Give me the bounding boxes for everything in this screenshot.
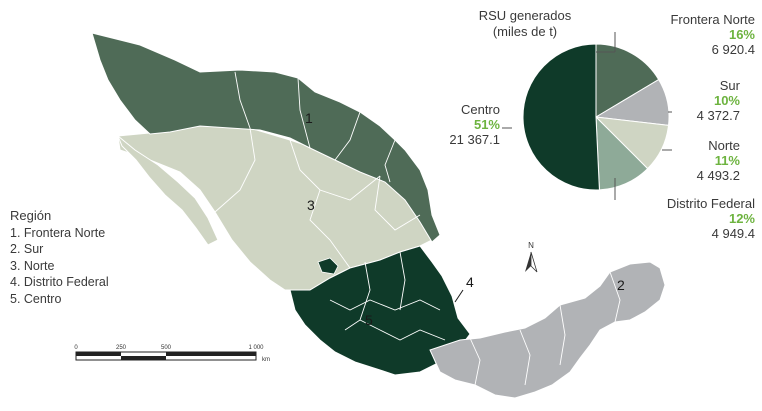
scale-label-1000: 1 000 xyxy=(248,345,264,351)
pie-slice-frontera-norte xyxy=(595,43,660,118)
pie-label-name: Frontera Norte xyxy=(670,12,755,27)
legend-item-centro: 5. Centro xyxy=(10,291,62,306)
scale-label-250: 250 xyxy=(116,345,127,351)
pie-label-value: 4 372.7 xyxy=(696,108,740,123)
region-number-2: 2 xyxy=(617,277,625,293)
region-number-5: 5 xyxy=(365,312,373,328)
region-number-3: 3 xyxy=(307,197,315,213)
pie-label-value: 6 920.4 xyxy=(711,42,755,57)
pie-label-value: 4 949.4 xyxy=(711,226,755,241)
region-number-1: 1 xyxy=(305,110,313,126)
pie-label-name: Centro xyxy=(460,102,500,117)
pie-slice-centro xyxy=(522,43,600,191)
region-centro xyxy=(289,245,471,376)
pie-label-name: Sur xyxy=(719,78,740,93)
pie-label-frontera-norte: Frontera Norte 16% 6 920.4 xyxy=(640,12,755,57)
region-sur xyxy=(429,261,666,399)
legend-item-distrito-federal: 4. Distrito Federal xyxy=(10,275,109,289)
region-4-pointer xyxy=(454,289,464,303)
legend-item-norte: 3. Norte xyxy=(10,258,55,273)
state-borders xyxy=(214,71,621,386)
pie-label-pct: 11% xyxy=(714,153,740,168)
pie-label-pct: 10% xyxy=(713,93,740,108)
scale-label-500: 500 xyxy=(161,345,172,351)
pie-label-name: Norte xyxy=(708,138,740,153)
pie-label-pct: 12% xyxy=(728,211,755,226)
pie-label-name: Distrito Federal xyxy=(666,196,755,211)
scale-bar xyxy=(75,351,257,361)
region-frontera-norte xyxy=(91,32,441,243)
pie-chart xyxy=(522,43,670,191)
pie-label-pct: 16% xyxy=(728,27,755,42)
pie-label-value: 21 367.1 xyxy=(449,132,500,147)
north-label: N xyxy=(528,241,534,250)
region-number-4: 4 xyxy=(466,274,474,290)
pie-label-value: 4 493.2 xyxy=(696,168,740,183)
pie-label-centro: Centro 51% 21 367.1 xyxy=(430,102,500,147)
region-norte-baja-sur xyxy=(117,135,219,246)
pie-leader-lines xyxy=(502,32,672,200)
pie-title: RSU generados (miles de t) xyxy=(470,8,580,40)
legend-title: Región xyxy=(10,208,52,223)
pie-label-distrito-federal: Distrito Federal 12% 4 949.4 xyxy=(640,196,755,241)
scale-label-0: 0 xyxy=(74,345,78,351)
pie-label-norte: Norte 11% 4 493.2 xyxy=(680,138,740,183)
pie-title-line2: (miles de t) xyxy=(492,24,558,39)
scale-label-km: km xyxy=(262,357,270,363)
pie-label-pct: 51% xyxy=(473,117,500,132)
legend-item-sur: 2. Sur xyxy=(10,242,44,256)
pie-label-sur: Sur 10% 4 372.7 xyxy=(680,78,740,123)
north-arrow-icon xyxy=(525,251,538,273)
legend-item-frontera-norte: 1. Frontera Norte xyxy=(10,225,106,240)
pie-title-line1: RSU generados xyxy=(478,8,572,23)
region-centro-lake xyxy=(317,257,339,275)
region-legend: Región 1. Frontera Norte 2. Sur 3. Norte… xyxy=(10,208,109,307)
